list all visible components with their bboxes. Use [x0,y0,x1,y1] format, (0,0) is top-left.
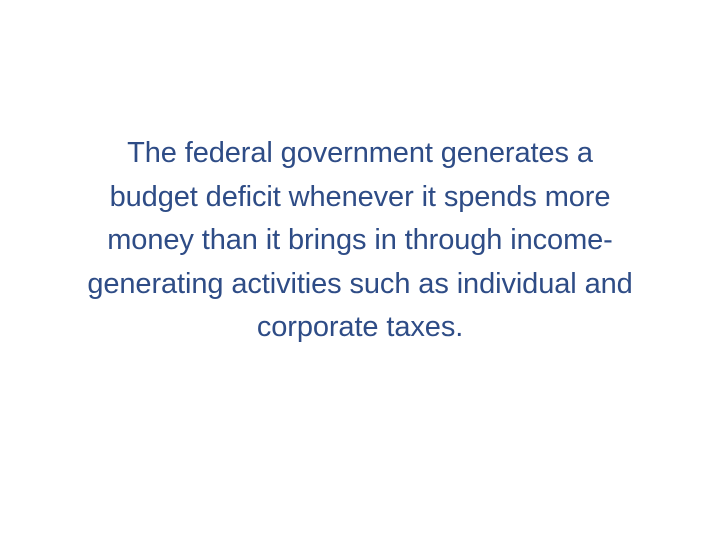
slide-body-text: The federal government generates a budge… [40,132,680,350]
text-line: corporate taxes. [256,311,464,343]
text-line: The federal government generates a [127,137,593,169]
text-line: money than it brings in through income- [107,224,613,256]
text-line: budget deficit whenever it spends more [109,180,611,213]
text-line: generating activities such as individual… [87,267,633,300]
